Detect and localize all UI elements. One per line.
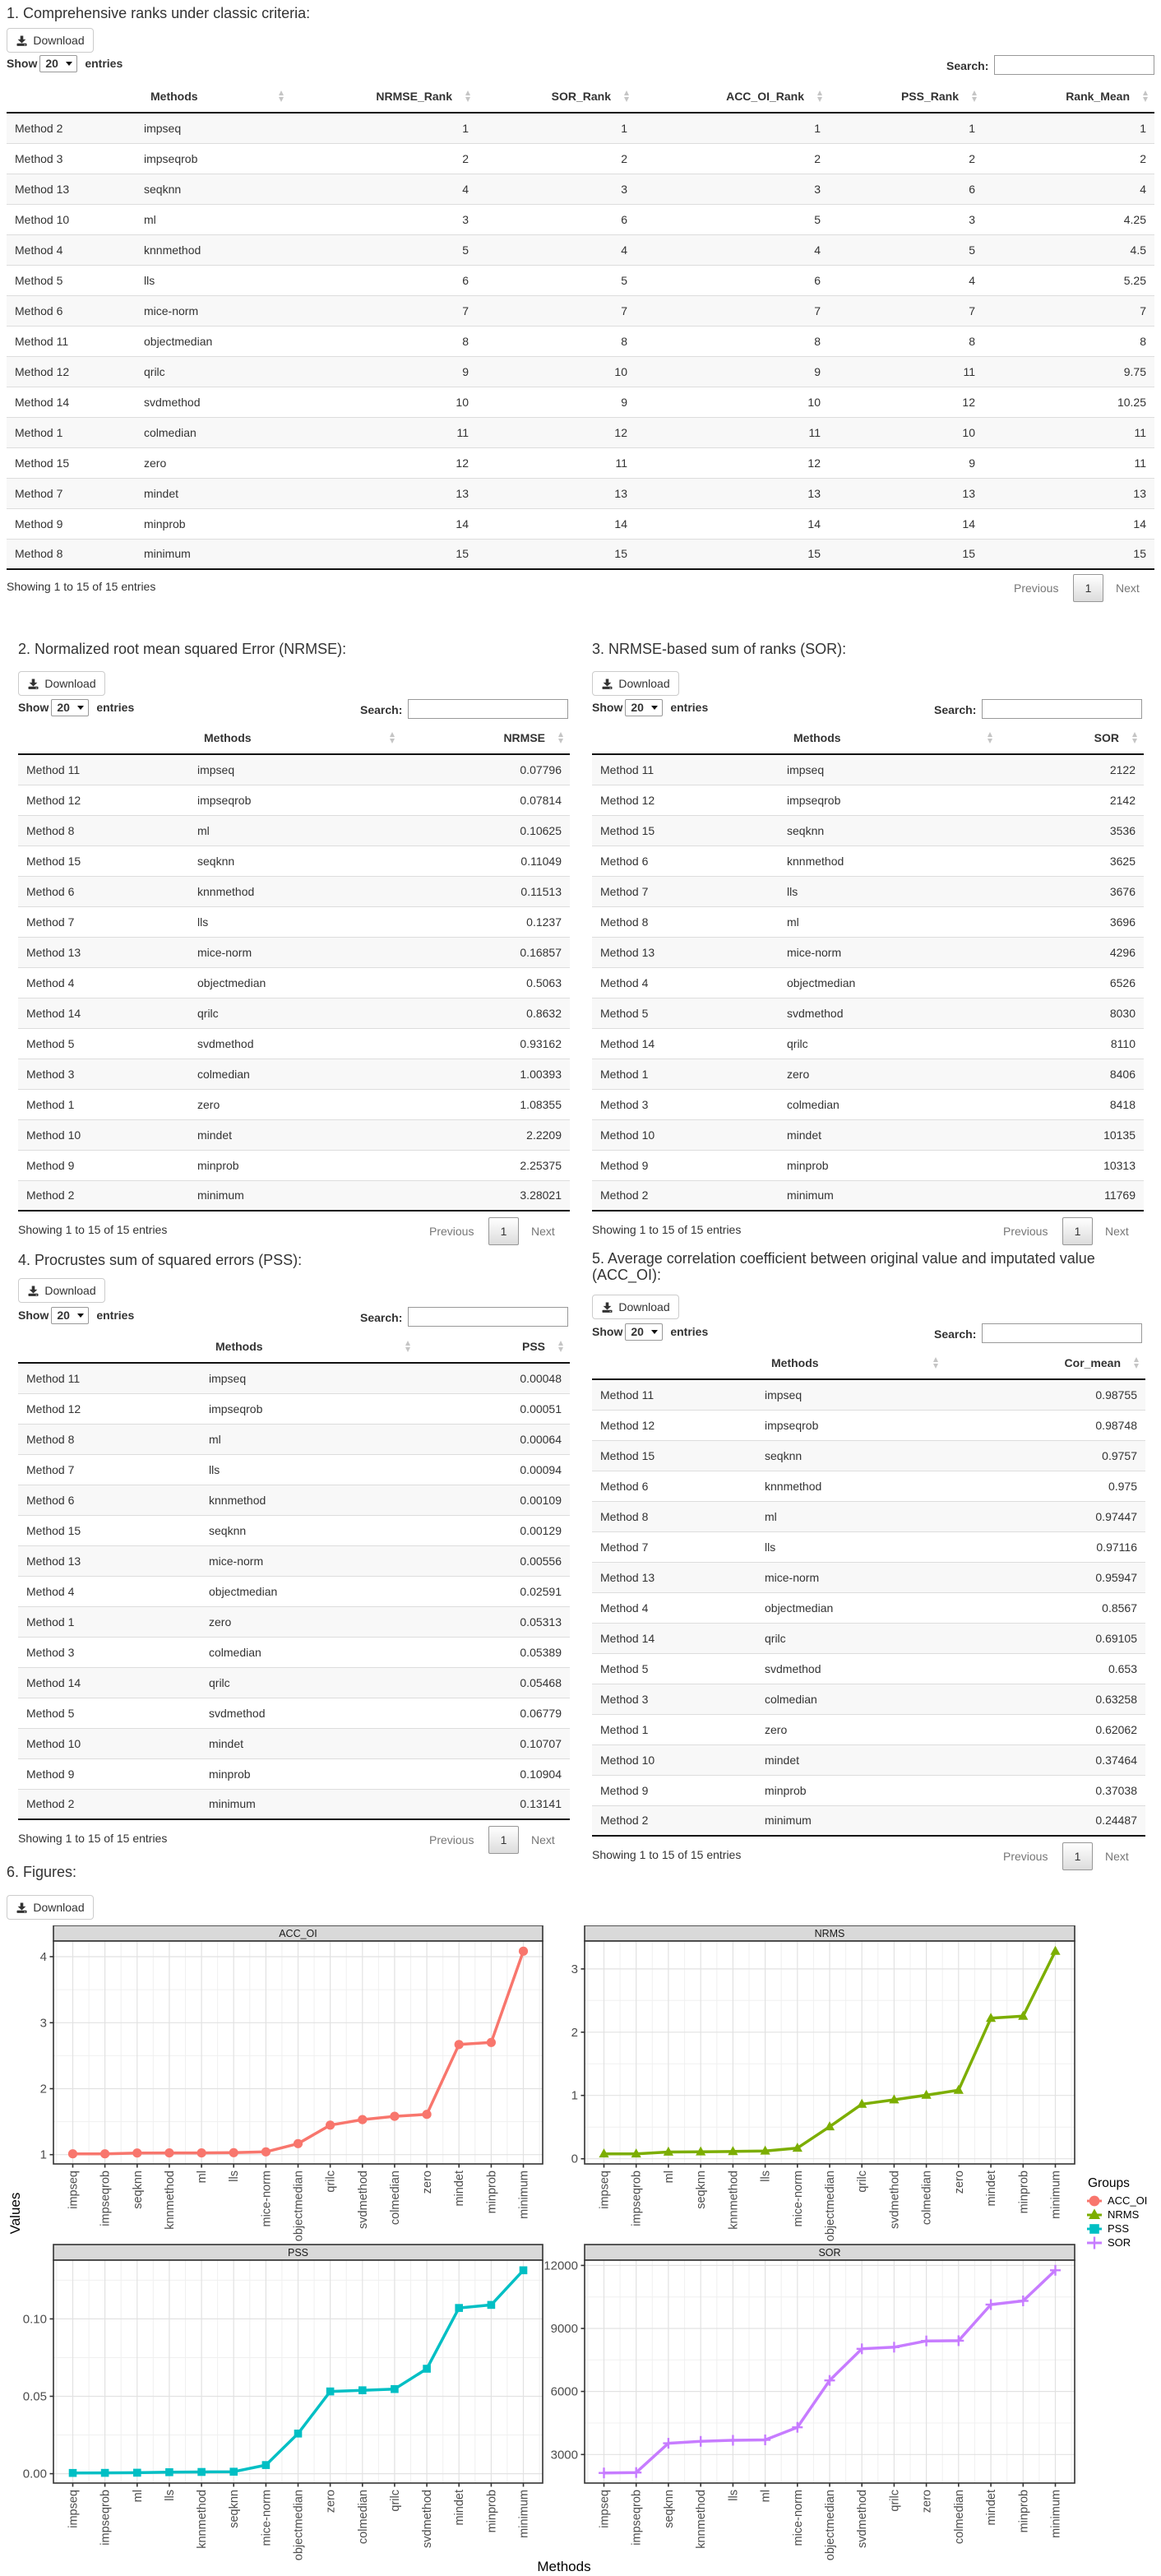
svg-text:SOR: SOR (818, 2247, 840, 2259)
svg-text:seqknn: seqknn (663, 2490, 676, 2528)
svg-text:knnmethod: knnmethod (695, 2490, 708, 2549)
svg-text:minimum: minimum (1050, 2171, 1063, 2219)
svg-text:objectmedian: objectmedian (293, 2490, 306, 2560)
svg-text:NRMS: NRMS (815, 1928, 845, 1939)
svg-text:qrilc: qrilc (888, 2490, 901, 2512)
svg-text:objectmedian: objectmedian (824, 2490, 837, 2560)
svg-text:colmedian: colmedian (921, 2171, 934, 2225)
svg-text:zero: zero (421, 2171, 434, 2194)
svg-text:objectmedian: objectmedian (824, 2171, 837, 2241)
svg-text:SOR: SOR (1108, 2236, 1131, 2249)
svg-text:6000: 6000 (551, 2385, 578, 2399)
svg-text:0: 0 (571, 2152, 578, 2166)
svg-text:ml: ml (760, 2490, 773, 2502)
svg-text:9000: 9000 (551, 2322, 578, 2336)
svg-text:mindet: mindet (985, 2490, 998, 2526)
svg-text:knnmethod: knnmethod (164, 2171, 177, 2230)
svg-text:objectmedian: objectmedian (293, 2171, 306, 2241)
svg-text:qrilc: qrilc (856, 2171, 869, 2193)
svg-text:3: 3 (40, 2016, 47, 2030)
svg-text:3000: 3000 (551, 2448, 578, 2462)
svg-text:impseq: impseq (599, 2490, 612, 2528)
svg-text:zero: zero (953, 2171, 966, 2194)
svg-text:seqknn: seqknn (132, 2171, 145, 2209)
svg-text:mindet: mindet (453, 2171, 466, 2207)
svg-text:seqknn: seqknn (695, 2171, 708, 2209)
svg-text:impseq: impseq (67, 2490, 81, 2528)
svg-text:qrilc: qrilc (325, 2171, 338, 2193)
svg-text:mindet: mindet (985, 2171, 998, 2207)
svg-text:Methods: Methods (537, 2559, 590, 2574)
svg-text:qrilc: qrilc (389, 2490, 402, 2512)
svg-text:lls: lls (228, 2171, 241, 2182)
svg-text:impseqrob: impseqrob (99, 2171, 113, 2226)
svg-text:svdmethod: svdmethod (856, 2490, 869, 2548)
svg-text:impseq: impseq (67, 2171, 81, 2209)
svg-text:1: 1 (571, 2089, 578, 2103)
svg-text:minprob: minprob (485, 2171, 498, 2213)
svg-text:PSS: PSS (288, 2247, 308, 2259)
svg-text:mice-norm: mice-norm (260, 2171, 273, 2226)
svg-text:minimum: minimum (518, 2490, 531, 2538)
svg-text:lls: lls (164, 2490, 177, 2501)
svg-text:2: 2 (571, 2026, 578, 2040)
svg-text:ACC_OI: ACC_OI (1108, 2194, 1147, 2207)
svg-text:knnmethod: knnmethod (727, 2171, 740, 2230)
svg-text:ACC_OI: ACC_OI (279, 1928, 317, 1939)
svg-text:minprob: minprob (485, 2490, 498, 2532)
svg-text:svdmethod: svdmethod (421, 2490, 434, 2548)
svg-text:mice-norm: mice-norm (792, 2171, 805, 2226)
svg-text:zero: zero (921, 2490, 934, 2513)
svg-text:ml: ml (196, 2171, 209, 2183)
svg-text:1: 1 (40, 2148, 47, 2162)
svg-text:minimum: minimum (518, 2171, 531, 2219)
svg-text:Values: Values (7, 2193, 23, 2235)
svg-text:colmedian: colmedian (357, 2490, 370, 2544)
svg-text:12000: 12000 (543, 2259, 578, 2273)
svg-text:mice-norm: mice-norm (792, 2490, 805, 2546)
svg-text:Groups: Groups (1088, 2176, 1130, 2190)
svg-text:NRMS: NRMS (1108, 2208, 1140, 2221)
svg-text:mice-norm: mice-norm (260, 2490, 273, 2546)
svg-text:ml: ml (132, 2490, 145, 2502)
svg-text:impseqrob: impseqrob (631, 2490, 644, 2546)
svg-text:seqknn: seqknn (228, 2490, 241, 2528)
svg-text:0.00: 0.00 (23, 2467, 47, 2481)
svg-text:svdmethod: svdmethod (888, 2171, 901, 2229)
svg-text:impseqrob: impseqrob (99, 2490, 113, 2546)
svg-text:lls: lls (727, 2490, 740, 2501)
svg-text:2: 2 (40, 2083, 47, 2096)
svg-text:0.05: 0.05 (23, 2390, 47, 2404)
svg-text:impseq: impseq (599, 2171, 612, 2209)
svg-text:svdmethod: svdmethod (357, 2171, 370, 2229)
svg-text:colmedian: colmedian (389, 2171, 402, 2225)
svg-text:mindet: mindet (453, 2490, 466, 2526)
svg-text:PSS: PSS (1108, 2222, 1129, 2235)
svg-text:knnmethod: knnmethod (196, 2490, 209, 2549)
svg-text:colmedian: colmedian (953, 2490, 966, 2544)
svg-text:lls: lls (760, 2171, 773, 2182)
svg-text:impseqrob: impseqrob (631, 2171, 644, 2226)
svg-text:zero: zero (325, 2490, 338, 2513)
svg-text:3: 3 (571, 1962, 578, 1976)
svg-text:4: 4 (40, 1950, 47, 1964)
svg-text:minprob: minprob (1017, 2490, 1030, 2532)
svg-text:ml: ml (663, 2171, 676, 2183)
svg-text:minimum: minimum (1050, 2490, 1063, 2538)
svg-text:minprob: minprob (1017, 2171, 1030, 2213)
svg-text:0.10: 0.10 (23, 2312, 47, 2326)
